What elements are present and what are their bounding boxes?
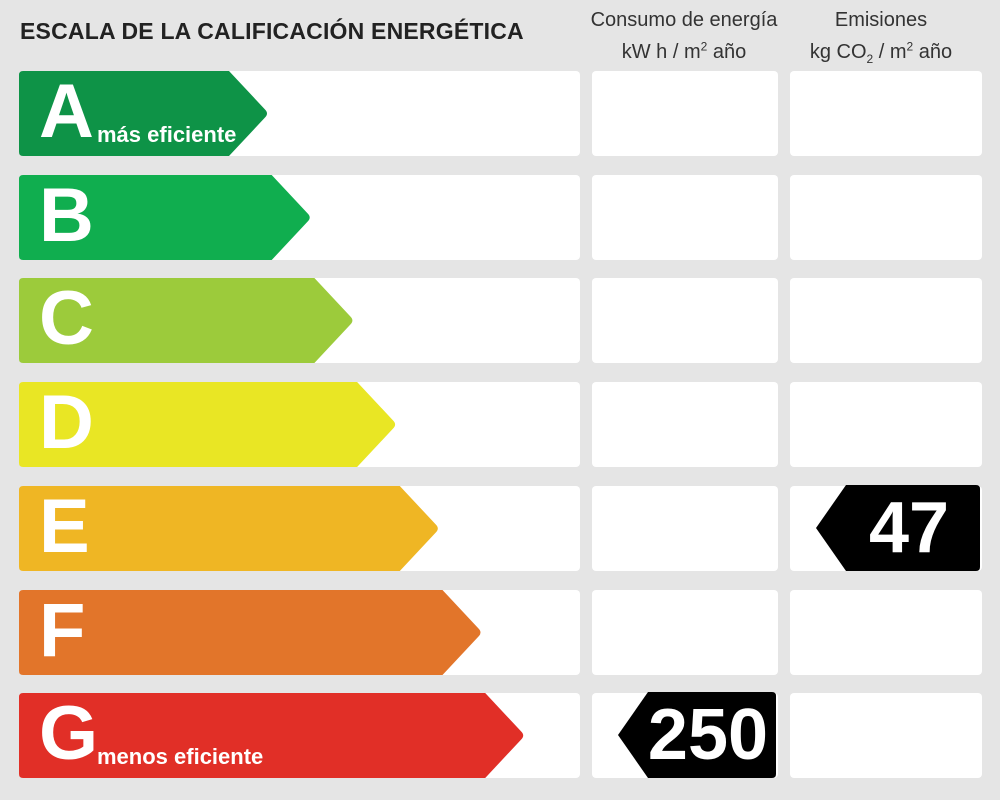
energy-consumption-header: Consumo de energía kW h / m2 año: [581, 4, 787, 68]
emissions-unit: kg CO2 / m2 año: [809, 39, 953, 66]
rating-arrow-d: D: [19, 380, 397, 467]
rating-arrow-fill-f: [19, 590, 481, 675]
rating-letter-d: D: [39, 380, 94, 465]
energy-cell-a: [592, 71, 778, 156]
emissions-cell-d: [790, 382, 982, 467]
rating-arrow-fill-e: [19, 486, 438, 571]
emissions-cell-g: [790, 693, 982, 778]
emissions-result-badge-shape: [816, 485, 980, 571]
rating-arrow-shape-a: [19, 71, 267, 156]
rating-arrow-f: F: [19, 588, 483, 675]
rating-arrow-shape-f: [19, 590, 481, 675]
energy-cell-c: [592, 278, 778, 363]
emissions-title: Emisiones: [834, 9, 928, 31]
emissions-cell-a: [790, 71, 982, 156]
energy-cell-d: [592, 382, 778, 467]
rating-arrow-shape-b: [19, 175, 310, 260]
rating-arrow-fill-g: [19, 693, 524, 778]
rating-arrow-fill-c: [19, 278, 353, 363]
rating-arrow-fill-d: [19, 382, 396, 467]
rating-arrow-fill-a: [19, 71, 267, 156]
emissions-header: Emisiones kg CO2 / m2 año: [781, 4, 981, 68]
rating-arrow-shape-e: [19, 486, 438, 571]
rating-letter-g: G: [39, 691, 99, 776]
rating-letter-f: F: [39, 588, 86, 673]
emissions-result-value: 47: [868, 488, 950, 568]
energy-result-badge-shape: [618, 692, 776, 778]
emissions-cell-b: [790, 175, 982, 260]
rating-arrow-fill-b: [19, 175, 310, 260]
rating-letter-a: A: [39, 69, 94, 154]
rating-arrow-shape-c: [19, 278, 353, 363]
emissions-cell-c: [790, 278, 982, 363]
energy-result-badge: 250: [618, 692, 776, 778]
rating-arrow-shape-d: [19, 382, 396, 467]
rating-arrow-c: C: [19, 276, 354, 363]
rating-letter-c: C: [39, 276, 94, 361]
energy-cell-f: [592, 590, 778, 675]
energy-result-value: 250: [647, 695, 769, 775]
rating-arrow-b: B: [19, 173, 312, 260]
rating-sublabel-a: más eficiente: [97, 122, 237, 147]
emissions-result-badge: 47: [816, 485, 980, 571]
emissions-cell-f: [790, 590, 982, 675]
rating-sublabel-g: menos eficiente: [97, 744, 264, 769]
energy-cell-e: [592, 486, 778, 571]
rating-arrow-e: E: [19, 484, 440, 571]
energy-cell-b: [592, 175, 778, 260]
rating-letter-b: B: [39, 173, 94, 258]
energy-consumption-unit: kW h / m2 año: [621, 39, 747, 63]
energy-scale-title: ESCALA DE LA CALIFICACIÓN ENERGÉTICA: [20, 18, 524, 44]
rating-arrow-shape-g: [19, 693, 524, 778]
rating-letter-e: E: [39, 484, 90, 569]
energy-consumption-title: Consumo de energía: [590, 9, 778, 31]
